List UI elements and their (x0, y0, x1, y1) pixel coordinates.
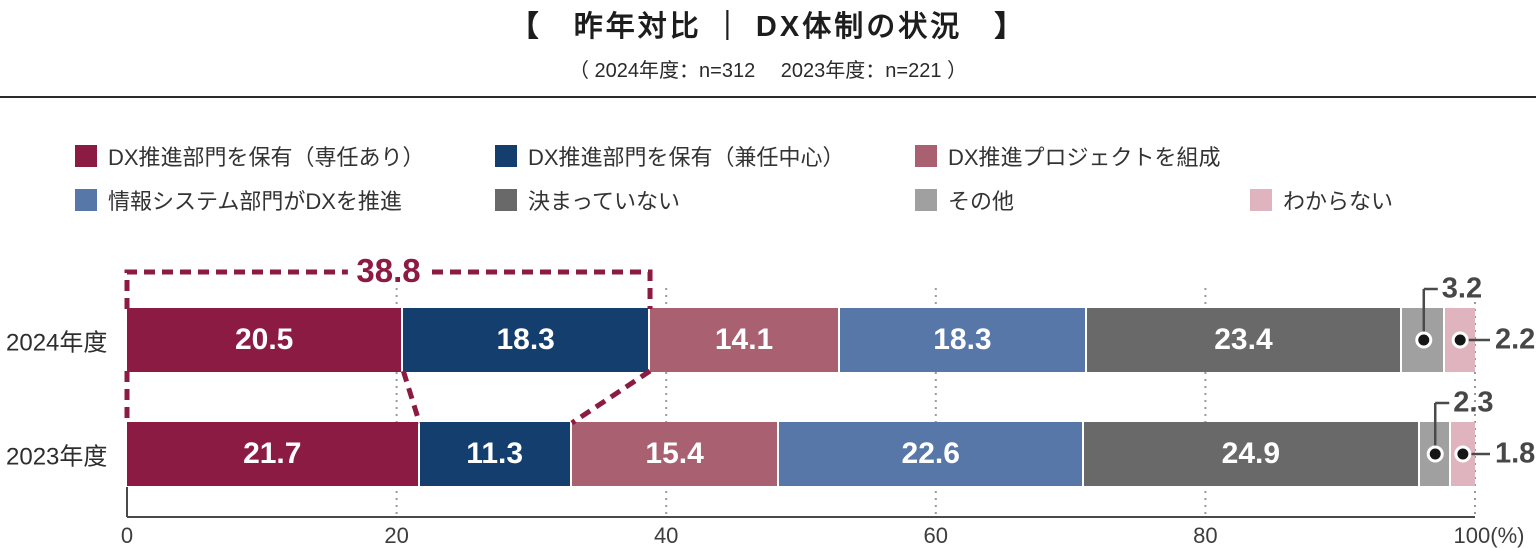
x-axis-tick-60: 60 (923, 523, 949, 548)
callout-value-row0-series6: 2.2 (1495, 323, 1536, 356)
legend-swatch-icon (915, 189, 937, 211)
legend-swatch-icon (1250, 189, 1272, 211)
x-axis-tick-40: 40 (653, 523, 679, 548)
legend-label: 決まっていない (528, 189, 681, 214)
stacked-bar-2024年度: 20.5 18.3 14.1 18.3 23.4 (127, 308, 1475, 372)
x-axis-tick-0: 0 (120, 523, 134, 548)
legend-label: その他 (948, 189, 1015, 214)
category-label-1: 2023年度 (6, 443, 108, 471)
bar-segment-row0-series2: 14.1 (650, 308, 841, 372)
bar-segment-row0-series0: 20.5 (127, 308, 404, 372)
x-axis-tick-100(%): 100(%) (1453, 523, 1525, 548)
legend-swatch-icon (915, 145, 937, 167)
bar-segment-row1-series4: 24.9 (1084, 422, 1420, 486)
callout-value-row1-series6: 1.8 (1495, 437, 1536, 470)
legend-swatch-icon (75, 189, 97, 211)
bar-segment-row1-series2: 15.4 (571, 422, 780, 486)
bar-segment-row0-series1: 18.3 (403, 308, 650, 372)
legend-item-1: DX推進部門を保有（兼任中心） (495, 140, 845, 172)
legend-item-5: その他 (915, 184, 1014, 216)
page-title: 【 昨年対比 ｜ DX体制の状況 】 (509, 11, 1027, 43)
legend-swatch-icon (75, 145, 97, 167)
callout-value-row0-series5: 3.2 (1441, 272, 1483, 305)
legend-label: DX推進部門を保有（専任あり） (108, 145, 425, 170)
legend-item-4: 決まっていない (495, 184, 680, 216)
comparison-annotation-value: 38.8 (347, 254, 430, 288)
legend-swatch-icon (495, 145, 517, 167)
bar-segment-row1-series1: 11.3 (419, 422, 572, 486)
stacked-bar-2023年度: 21.7 11.3 15.4 22.6 24.9 (127, 422, 1475, 486)
sample-size-subtitle: （ 2024年度：n=312 2023年度：n=221 ） (569, 60, 967, 82)
legend-label: 情報システム部門がDXを推進 (108, 189, 402, 214)
bar-segment-row1-series0: 21.7 (127, 422, 420, 486)
bar-segment-row0-series3: 18.3 (840, 308, 1087, 372)
legend-label: DX推進部門を保有（兼任中心） (528, 145, 845, 170)
bar-segment-row1-series3: 22.6 (779, 422, 1085, 486)
category-label-0: 2024年度 (6, 329, 108, 357)
legend-item-6: わからない (1250, 184, 1393, 216)
legend-label: わからない (1283, 189, 1394, 214)
legend-item-0: DX推進部門を保有（専任あり） (75, 140, 425, 172)
legend-item-3: 情報システム部門がDXを推進 (75, 184, 402, 216)
header-divider (0, 96, 1536, 98)
bar-segment-row0-series4: 23.4 (1086, 308, 1403, 372)
legend-swatch-icon (495, 189, 517, 211)
x-axis-tick-80: 80 (1193, 523, 1218, 548)
legend-label: DX推進プロジェクトを組成 (948, 145, 1221, 170)
legend-item-2: DX推進プロジェクトを組成 (915, 140, 1221, 172)
callout-value-row1-series5: 2.3 (1453, 386, 1494, 419)
x-axis-tick-20: 20 (384, 523, 409, 548)
